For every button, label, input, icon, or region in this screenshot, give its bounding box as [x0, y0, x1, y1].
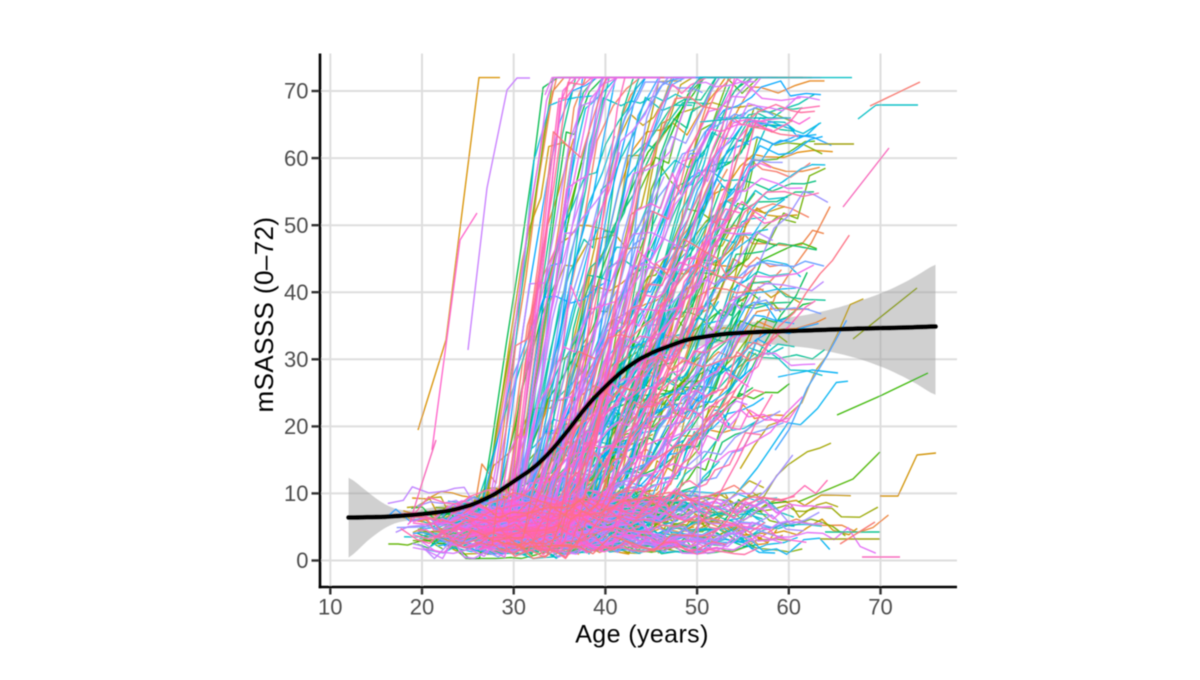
svg-text:20: 20: [284, 414, 308, 439]
svg-text:Age (years): Age (years): [575, 621, 709, 649]
svg-text:50: 50: [284, 213, 308, 238]
svg-text:60: 60: [777, 595, 801, 620]
svg-text:70: 70: [284, 79, 308, 104]
svg-text:60: 60: [284, 146, 308, 171]
svg-text:40: 40: [593, 595, 617, 620]
svg-text:50: 50: [685, 595, 709, 620]
svg-text:mSASSS (0–72): mSASSS (0–72): [249, 217, 279, 413]
svg-text:10: 10: [284, 481, 308, 506]
svg-text:10: 10: [318, 595, 342, 620]
svg-text:70: 70: [868, 595, 892, 620]
svg-text:30: 30: [501, 595, 525, 620]
svg-text:30: 30: [284, 347, 308, 372]
svg-text:40: 40: [284, 280, 308, 305]
svg-text:0: 0: [296, 548, 308, 573]
svg-text:20: 20: [410, 595, 434, 620]
